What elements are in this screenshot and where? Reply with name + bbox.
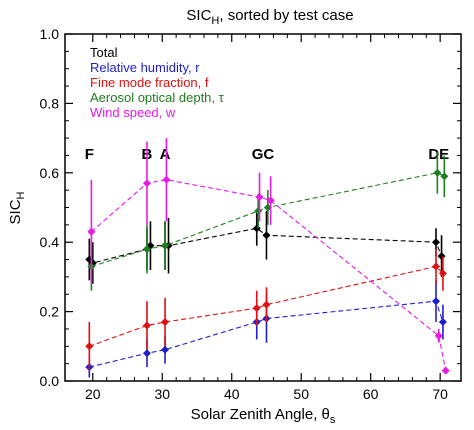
- y-tick-label: 0.2: [40, 304, 60, 320]
- data-point: [252, 304, 261, 313]
- x-tick-label: 20: [85, 386, 101, 402]
- y-tick-label: 0.8: [40, 95, 60, 111]
- series-layer: [85, 138, 450, 378]
- y-tick-label: 1.0: [40, 26, 60, 42]
- case-label: F: [85, 146, 94, 163]
- series: [85, 249, 447, 371]
- y-axis-title: SICH: [7, 191, 27, 224]
- data-point: [162, 175, 171, 184]
- legend-entry: Total: [90, 45, 118, 60]
- data-point: [434, 331, 443, 340]
- data-point: [254, 206, 263, 215]
- data-point: [252, 224, 261, 233]
- case-labels: FBAGCDE: [85, 146, 449, 163]
- y-tick-label: 0.4: [40, 234, 60, 250]
- data-point: [431, 238, 440, 247]
- data-point: [431, 297, 440, 306]
- case-label: DE: [428, 146, 449, 163]
- series: [85, 210, 446, 284]
- data-point: [266, 196, 275, 205]
- data-point: [433, 168, 442, 177]
- data-point: [161, 318, 170, 327]
- data-point: [142, 321, 151, 330]
- x-tick-label: 30: [154, 386, 170, 402]
- data-point: [161, 241, 170, 250]
- data-point: [87, 227, 96, 236]
- data-point: [85, 342, 94, 351]
- axis-ticks: 20 30 40 50 60 70 0.0 0.2 0.4 0.6 0.8 1.0: [40, 26, 461, 402]
- x-tick-label: 50: [293, 386, 309, 402]
- y-tick-label: 0.6: [40, 165, 60, 181]
- chart-title: SICH, sorted by test case: [186, 7, 353, 27]
- data-point: [262, 300, 271, 309]
- data-point: [441, 366, 450, 375]
- legend-entry: Wind speed, w: [90, 105, 176, 120]
- data-point: [255, 193, 264, 202]
- data-point: [438, 269, 447, 278]
- x-tick-label: 70: [432, 386, 448, 402]
- data-point: [262, 231, 271, 240]
- data-point: [161, 345, 170, 354]
- data-point: [142, 245, 151, 254]
- x-tick-label: 40: [224, 386, 240, 402]
- data-point: [438, 318, 447, 327]
- data-point: [440, 172, 449, 181]
- data-point: [142, 179, 151, 188]
- legend-entry: Aerosol optical depth, τ: [90, 90, 225, 105]
- data-point: [437, 252, 446, 261]
- x-tick-label: 60: [363, 386, 379, 402]
- data-point: [431, 262, 440, 271]
- series: [87, 138, 450, 375]
- y-tick-label: 0.0: [40, 373, 60, 389]
- svg-text:SICH: SICH: [7, 191, 27, 224]
- x-axis-title: Solar Zenith Angle, θs: [191, 406, 336, 426]
- legend-entry: Fine mode fraction, f: [90, 75, 209, 90]
- legend-entry: Relative humidity, r: [90, 60, 200, 75]
- data-point: [142, 349, 151, 358]
- case-label: A: [160, 146, 171, 163]
- series: [87, 151, 449, 291]
- case-label: GC: [252, 146, 275, 163]
